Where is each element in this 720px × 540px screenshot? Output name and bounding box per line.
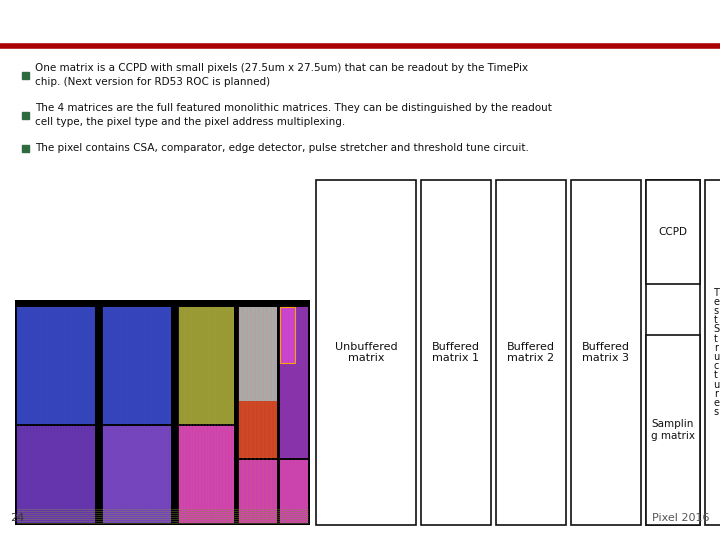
Text: T
e
s
t
S
t
r
u
c
t
u
r
e
s: T e s t S t r u c t u r e s [713, 288, 719, 417]
Bar [646, 180, 700, 525]
Bar [239, 307, 277, 401]
Bar [22, 111, 29, 118]
Bar [103, 307, 171, 424]
Bar [280, 307, 295, 363]
Text: Samplin
g matrix: Samplin g matrix [651, 420, 695, 441]
Text: CCPD: CCPD [659, 227, 688, 237]
Text: Pixel 2016: Pixel 2016 [652, 513, 710, 523]
Bar [179, 307, 234, 424]
Bar [421, 180, 491, 525]
Text: 24: 24 [10, 513, 24, 523]
Text: The pixel contains CSA, comparator, edge detector, pulse stretcher and threshold: The pixel contains CSA, comparator, edge… [35, 143, 529, 153]
Bar [179, 426, 234, 523]
Bar [22, 145, 29, 152]
Text: ■KIT: ■KIT [12, 14, 47, 26]
Bar [17, 307, 95, 424]
Text: Monolithic Sensors in LFA 15 Process: Monolithic Sensors in LFA 15 Process [173, 11, 547, 29]
Bar [15, 300, 310, 525]
Bar [646, 335, 700, 525]
Bar [280, 460, 308, 523]
Bar [239, 460, 277, 523]
Text: Buffered
matrix 2: Buffered matrix 2 [507, 342, 555, 363]
Bar [316, 180, 416, 525]
Text: The 4 matrices are the full featured monolithic matrices. They can be distinguis: The 4 matrices are the full featured mon… [35, 103, 552, 127]
Bar [646, 180, 700, 284]
Bar [17, 426, 95, 523]
Bar [280, 307, 308, 457]
Text: Buffered
matrix 3: Buffered matrix 3 [582, 342, 630, 363]
Bar [103, 426, 171, 523]
Bar [239, 401, 277, 457]
Text: ADL: ADL [680, 14, 708, 26]
Bar [496, 180, 566, 525]
Bar [22, 71, 29, 78]
Bar [705, 180, 720, 525]
Text: Buffered
matrix 1: Buffered matrix 1 [432, 342, 480, 363]
Text: One matrix is a CCPD with small pixels (27.5um x 27.5um) that can be readout by : One matrix is a CCPD with small pixels (… [35, 63, 528, 87]
Text: Unbuffered
matrix: Unbuffered matrix [335, 342, 397, 363]
Bar [571, 180, 641, 525]
